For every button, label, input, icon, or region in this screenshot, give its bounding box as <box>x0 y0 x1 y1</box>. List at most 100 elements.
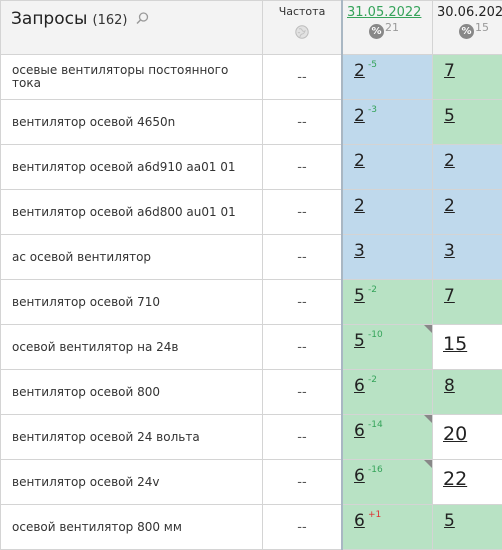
position-cell-2: 5 <box>433 100 502 145</box>
query-cell[interactable]: вентилятор осевой 24v <box>1 460 263 505</box>
position-value[interactable]: 5 <box>354 286 365 306</box>
position-delta: -2 <box>368 375 377 385</box>
position-value[interactable]: 6 <box>354 511 365 531</box>
position-delta: -5 <box>368 60 377 70</box>
percent-badge-2: % 15 <box>459 24 489 39</box>
table-body: осевые вентиляторы постоянного тока--2-5… <box>1 55 502 550</box>
date-label-2[interactable]: 30.06.2021 <box>437 5 502 20</box>
query-cell[interactable]: осевой вентилятор 800 мм <box>1 505 263 550</box>
percent-icon: % <box>459 24 474 39</box>
frequency-cell: -- <box>263 280 343 325</box>
frequency-cell: -- <box>263 415 343 460</box>
position-cell-2: 3 <box>433 235 502 280</box>
globe-icon[interactable] <box>295 25 309 39</box>
search-icon[interactable] <box>136 12 149 25</box>
table-row: ac осевой вентилятор-- 3 3 <box>1 235 502 280</box>
position-cell-1: 2 <box>342 145 433 190</box>
query-cell[interactable]: вентилятор осевой 800 <box>1 370 263 415</box>
table-row: вентилятор осевой 4650n-- 2-3 5 <box>1 100 502 145</box>
query-cell[interactable]: осевые вентиляторы постоянного тока <box>1 55 263 100</box>
corner-marker <box>424 325 432 333</box>
position-value[interactable]: 7 <box>444 61 455 81</box>
position-value[interactable]: 5 <box>444 106 455 126</box>
position-value[interactable]: 2 <box>354 106 365 126</box>
position-delta: -3 <box>368 105 377 115</box>
corner-marker <box>424 415 432 423</box>
queries-header: Запросы (162) <box>1 1 263 55</box>
position-value[interactable]: 8 <box>444 376 455 396</box>
position-cell-2: 2 <box>433 190 502 235</box>
position-cell-2: 2 <box>433 145 502 190</box>
position-value[interactable]: 2 <box>444 196 455 216</box>
position-cell-2: 15 <box>433 325 502 370</box>
position-cell-2: 5 <box>433 505 502 550</box>
position-cell-2: 7 <box>433 280 502 325</box>
query-cell[interactable]: осевой вентилятор на 24в <box>1 325 263 370</box>
position-delta: +1 <box>368 510 381 520</box>
position-cell-1: 6-16 <box>342 460 433 505</box>
position-cell-1: 6-14 <box>342 415 433 460</box>
table-row: осевые вентиляторы постоянного тока--2-5… <box>1 55 502 100</box>
position-value[interactable]: 20 <box>443 423 467 445</box>
position-value[interactable]: 2 <box>354 61 365 81</box>
position-value[interactable]: 3 <box>444 241 455 261</box>
table-header-row: Запросы (162) Частота 31.05.2022 % 21 <box>1 1 502 55</box>
position-delta: -10 <box>368 330 383 340</box>
frequency-cell: -- <box>263 235 343 280</box>
table-row: осевой вентилятор на 24в-- 5-10 15 <box>1 325 502 370</box>
position-value[interactable]: 5 <box>354 331 365 351</box>
position-value[interactable]: 7 <box>444 286 455 306</box>
position-value[interactable]: 15 <box>443 333 467 355</box>
percent-value-2: 15 <box>475 21 489 34</box>
position-cell-1: 2 <box>342 190 433 235</box>
percent-icon: % <box>369 24 384 39</box>
position-value[interactable]: 2 <box>354 151 365 171</box>
frequency-cell: -- <box>263 370 343 415</box>
frequency-label: Частота <box>279 5 326 18</box>
position-value[interactable]: 6 <box>354 466 365 486</box>
queries-title: Запросы <box>11 9 87 29</box>
query-cell[interactable]: вентилятор осевой 4650n <box>1 100 263 145</box>
queries-count: (162) <box>93 13 128 28</box>
position-cell-1: 6+1 <box>342 505 433 550</box>
position-value[interactable]: 5 <box>444 511 455 531</box>
position-cell-1: 5-2 <box>342 280 433 325</box>
query-cell[interactable]: вентилятор осевой a6d800 au01 01 <box>1 190 263 235</box>
frequency-cell: -- <box>263 100 343 145</box>
position-value[interactable]: 6 <box>354 421 365 441</box>
percent-value-1: 21 <box>385 21 399 34</box>
position-value[interactable]: 22 <box>443 468 467 490</box>
percent-badge-1: % 21 <box>369 24 399 39</box>
position-value[interactable]: 3 <box>354 241 365 261</box>
frequency-header: Частота <box>263 1 343 55</box>
position-delta: -16 <box>368 465 383 475</box>
position-cell-2: 22 <box>433 460 502 505</box>
position-cell-1: 2-5 <box>342 55 433 100</box>
position-cell-1: 6-2 <box>342 370 433 415</box>
date-column-header-2[interactable]: 30.06.2021 % 15 <box>433 1 502 55</box>
frequency-cell: -- <box>263 505 343 550</box>
position-value[interactable]: 6 <box>354 376 365 396</box>
frequency-cell: -- <box>263 325 343 370</box>
position-cell-1: 3 <box>342 235 433 280</box>
date-column-header-1[interactable]: 31.05.2022 % 21 <box>342 1 433 55</box>
query-cell[interactable]: вентилятор осевой 710 <box>1 280 263 325</box>
position-delta: -2 <box>368 285 377 295</box>
position-cell-2: 8 <box>433 370 502 415</box>
position-value[interactable]: 2 <box>354 196 365 216</box>
position-cell-2: 20 <box>433 415 502 460</box>
table-row: вентилятор осевой a6d800 au01 01-- 2 2 <box>1 190 502 235</box>
query-cell[interactable]: ac осевой вентилятор <box>1 235 263 280</box>
query-cell[interactable]: вентилятор осевой 24 вольта <box>1 415 263 460</box>
query-cell[interactable]: вентилятор осевой a6d910 aa01 01 <box>1 145 263 190</box>
date-label-1[interactable]: 31.05.2022 <box>347 5 432 20</box>
frequency-cell: -- <box>263 460 343 505</box>
frequency-cell: -- <box>263 190 343 235</box>
position-value[interactable]: 2 <box>444 151 455 171</box>
